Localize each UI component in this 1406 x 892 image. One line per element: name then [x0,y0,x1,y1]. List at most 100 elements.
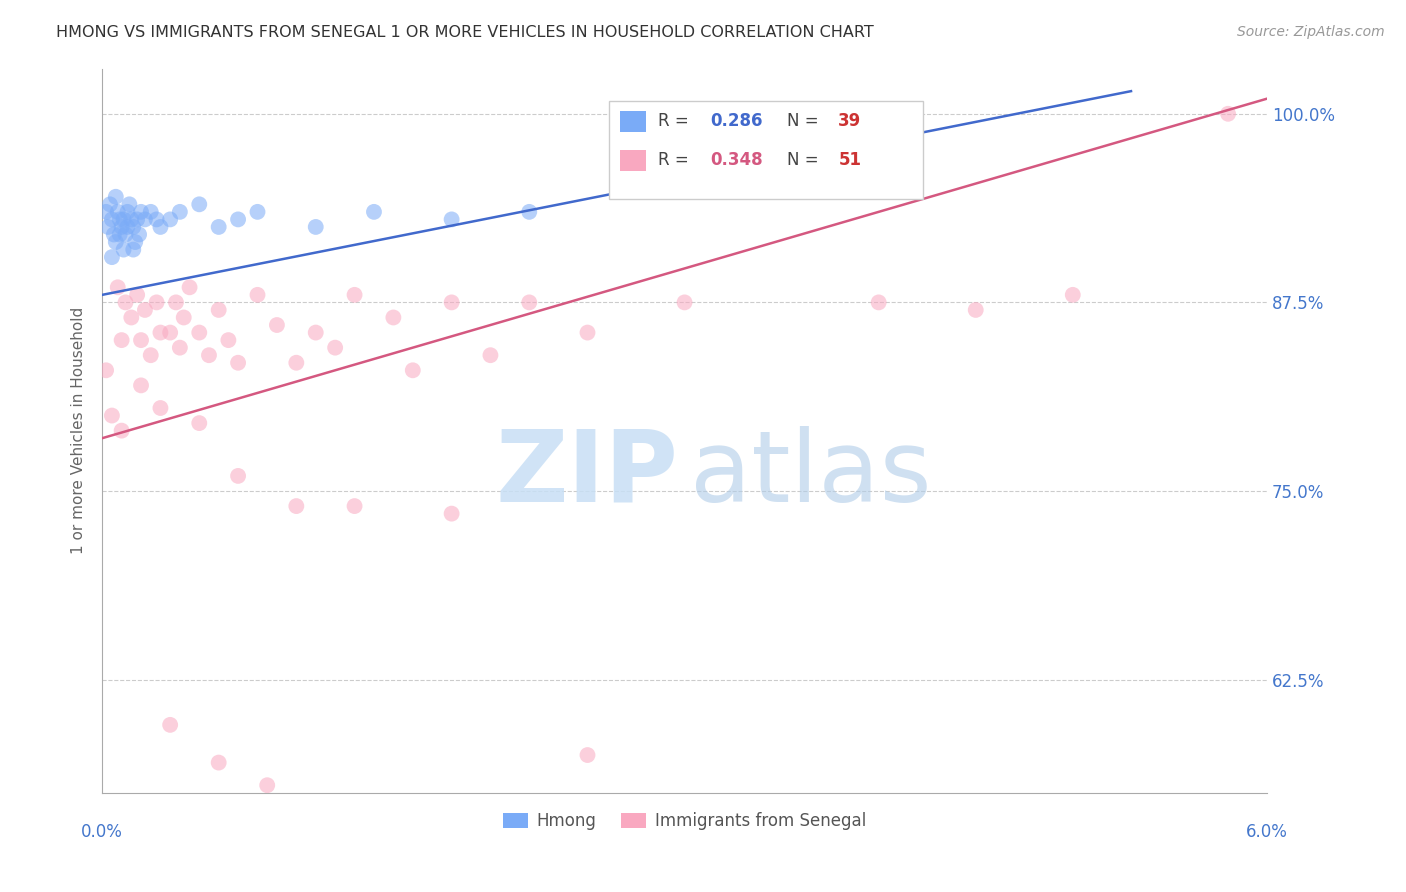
Text: 0.348: 0.348 [710,152,763,169]
Point [440,507,463,521]
Point [343,288,366,302]
Point [266,318,288,332]
Point [217,333,239,347]
Point [120,310,142,325]
Point [128,227,150,242]
Point [159,718,181,732]
Point [118,197,141,211]
Point [124,235,146,249]
Point [188,416,211,430]
Point [120,212,142,227]
Point [94,205,117,219]
Point [1216,107,1239,121]
Point [285,499,308,513]
Point [173,310,195,325]
Point [104,190,127,204]
Text: atlas: atlas [690,425,932,523]
Bar [609,101,924,199]
Text: R =: R = [658,112,693,130]
Point [343,499,366,513]
Point [149,219,172,234]
Point [107,280,129,294]
Point [285,356,308,370]
Point [576,326,599,340]
Point [108,212,131,227]
Point [673,295,696,310]
Point [101,212,124,227]
Point [208,756,231,770]
Point [127,288,149,302]
Point [440,212,463,227]
Point [382,310,405,325]
Point [108,227,131,242]
Text: ZIP: ZIP [496,425,679,523]
Point [145,295,167,310]
Point [101,250,124,264]
Point [122,243,145,257]
Point [208,219,231,234]
Point [111,424,134,438]
Text: HMONG VS IMMIGRANTS FROM SENEGAL 1 OR MORE VEHICLES IN HOUSEHOLD CORRELATION CHA: HMONG VS IMMIGRANTS FROM SENEGAL 1 OR MO… [56,25,875,40]
Point [129,378,152,392]
Point [107,205,129,219]
Point [305,326,328,340]
Text: Source: ZipAtlas.com: Source: ZipAtlas.com [1237,25,1385,39]
Point [517,295,540,310]
Point [129,333,152,347]
Point [1062,288,1084,302]
Point [169,341,191,355]
Point [122,219,145,234]
Y-axis label: 1 or more Vehicles in Household: 1 or more Vehicles in Household [72,307,86,554]
Point [139,348,162,362]
Point [101,409,124,423]
Point [94,363,117,377]
Bar [620,150,647,171]
Point [246,288,269,302]
Point [256,778,278,792]
Point [117,219,139,234]
Point [159,326,181,340]
Point [149,401,172,415]
Point [112,212,135,227]
Point [149,326,172,340]
Point [129,205,152,219]
Point [117,205,139,219]
Point [98,197,121,211]
Text: R =: R = [658,152,693,169]
Point [111,333,134,347]
Point [868,295,890,310]
Point [134,212,156,227]
Point [576,747,599,762]
Point [159,212,181,227]
Text: 0.0%: 0.0% [82,823,124,841]
Point [179,280,201,294]
Text: 39: 39 [838,112,862,130]
Bar [620,111,647,132]
Point [97,219,120,234]
Point [363,205,385,219]
Point [134,302,156,317]
Point [226,356,249,370]
Text: 6.0%: 6.0% [1246,823,1288,841]
Point [188,197,211,211]
Text: 51: 51 [838,152,862,169]
Point [145,212,167,227]
Point [305,219,328,234]
Point [111,219,134,234]
Legend: Hmong, Immigrants from Senegal: Hmong, Immigrants from Senegal [496,805,873,837]
Point [517,205,540,219]
Point [402,363,425,377]
Point [165,295,187,310]
Point [226,469,249,483]
Point [208,302,231,317]
Point [104,235,127,249]
Text: N =: N = [787,152,824,169]
Point [188,326,211,340]
Point [198,348,221,362]
Text: N =: N = [787,112,824,130]
Point [169,205,191,219]
Point [323,341,346,355]
Point [226,212,249,227]
Point [114,227,136,242]
Point [246,205,269,219]
